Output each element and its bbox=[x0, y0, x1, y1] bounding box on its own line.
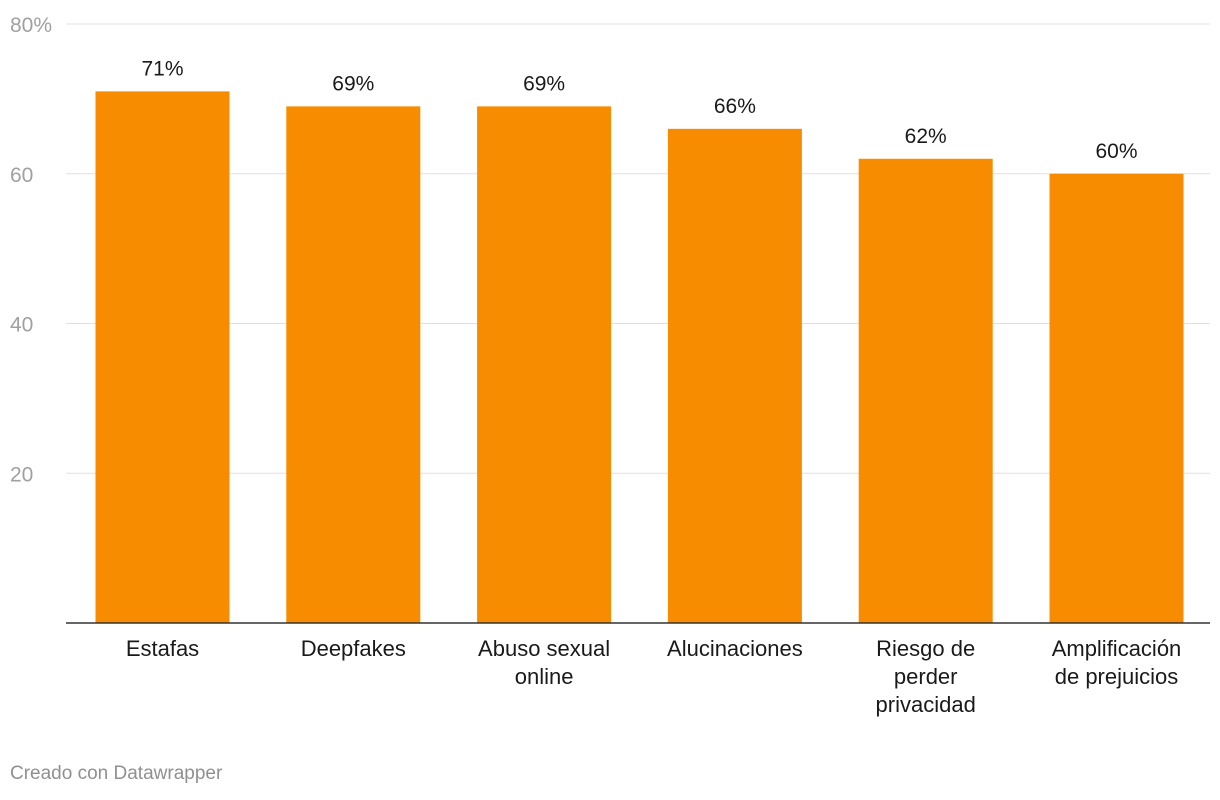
x-tick-label: Amplificación de prejuicios bbox=[1052, 636, 1182, 689]
bar bbox=[477, 106, 612, 624]
x-axis-labels: Estafas Deepfakes Abuso sexual online Alucin… bbox=[126, 636, 1181, 717]
y-tick-label: 20 bbox=[10, 463, 33, 486]
x-tick-label: Deepfakes bbox=[301, 636, 406, 661]
x-tick-label: Abuso sexual online bbox=[478, 636, 610, 689]
bar bbox=[1049, 173, 1184, 623]
y-axis-ticks: 20 40 60 80% bbox=[10, 14, 52, 486]
value-label: 69% bbox=[523, 72, 565, 95]
x-tick-label: Riesgo de perder privacidad bbox=[876, 636, 976, 717]
value-label: 69% bbox=[332, 72, 374, 95]
footer-credit: Creado con Datawrapper bbox=[10, 763, 223, 784]
value-label: 60% bbox=[1095, 140, 1137, 163]
bar bbox=[286, 106, 421, 624]
value-labels: 71% 69% 69% 66% 62% 60% bbox=[141, 57, 1137, 162]
y-tick-label: 40 bbox=[10, 314, 33, 337]
bars bbox=[95, 91, 1184, 624]
bar bbox=[858, 158, 993, 623]
y-tick-label: 60 bbox=[10, 164, 33, 187]
value-label: 66% bbox=[714, 95, 756, 118]
bar bbox=[667, 128, 802, 623]
value-label: 62% bbox=[905, 125, 947, 148]
value-label: 71% bbox=[141, 57, 183, 80]
gridlines bbox=[66, 23, 1210, 474]
x-tick-label: Alucinaciones bbox=[667, 636, 803, 661]
x-tick-label: Estafas bbox=[126, 636, 199, 661]
y-tick-label: 80% bbox=[10, 14, 52, 37]
bar bbox=[95, 91, 230, 623]
